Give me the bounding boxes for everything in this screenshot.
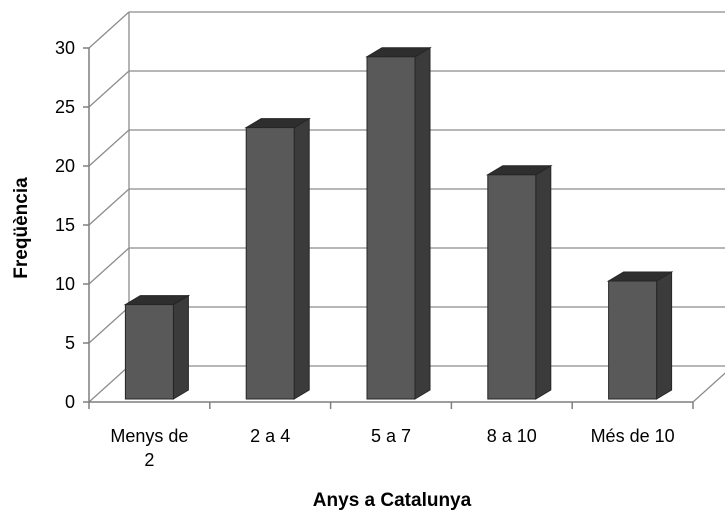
x-tick-label: 2 a 4 — [250, 426, 290, 446]
y-tick-label: 20 — [55, 156, 75, 176]
bar — [365, 46, 432, 400]
depth-line-4 — [88, 129, 130, 167]
x-tick-label: 8 a 10 — [487, 426, 537, 446]
depth-line-1 — [88, 306, 130, 344]
bar — [123, 294, 191, 400]
depth-line-0 — [88, 365, 130, 403]
floor-edge — [692, 372, 725, 403]
tick-labels: 0 5 10 15 20 25 30 Menys de 2 2 a 4 5 a 7 8 a 10 Més… — [55, 38, 675, 470]
bar-front — [487, 174, 537, 400]
bar-side — [656, 271, 673, 400]
bar — [606, 271, 674, 400]
y-tick-label: 0 — [65, 392, 75, 412]
bars — [123, 46, 674, 400]
x-tick-label: Menys de 2 — [110, 426, 188, 470]
back-wall-gridlines — [88, 11, 725, 403]
x-tick-label: 5 a 7 — [371, 426, 411, 446]
bar-front — [124, 304, 174, 400]
x-tick-label: Més de 10 — [591, 426, 675, 446]
bar — [485, 164, 553, 400]
axes — [83, 47, 694, 409]
x-axis-title: Anys a Catalunya — [313, 490, 472, 511]
y-axis-title: Freqüència — [11, 177, 32, 279]
y-tick-label: 10 — [55, 274, 75, 294]
y-tick-label: 15 — [55, 215, 75, 235]
bar-front — [245, 127, 295, 400]
bar-front — [366, 56, 416, 400]
depth-line-2 — [88, 247, 130, 285]
y-tick-label: 25 — [55, 97, 75, 117]
y-tick-label: 5 — [65, 333, 75, 353]
bar-front — [608, 280, 658, 400]
depth-line-3 — [88, 188, 130, 226]
bar — [244, 117, 312, 400]
bar-side — [172, 294, 189, 400]
depth-line-6 — [88, 11, 130, 49]
bar-side — [293, 117, 310, 400]
bar-side — [535, 164, 552, 400]
depth-line-5 — [88, 70, 130, 108]
y-tick-label: 30 — [55, 38, 75, 58]
bar-side — [414, 46, 431, 400]
